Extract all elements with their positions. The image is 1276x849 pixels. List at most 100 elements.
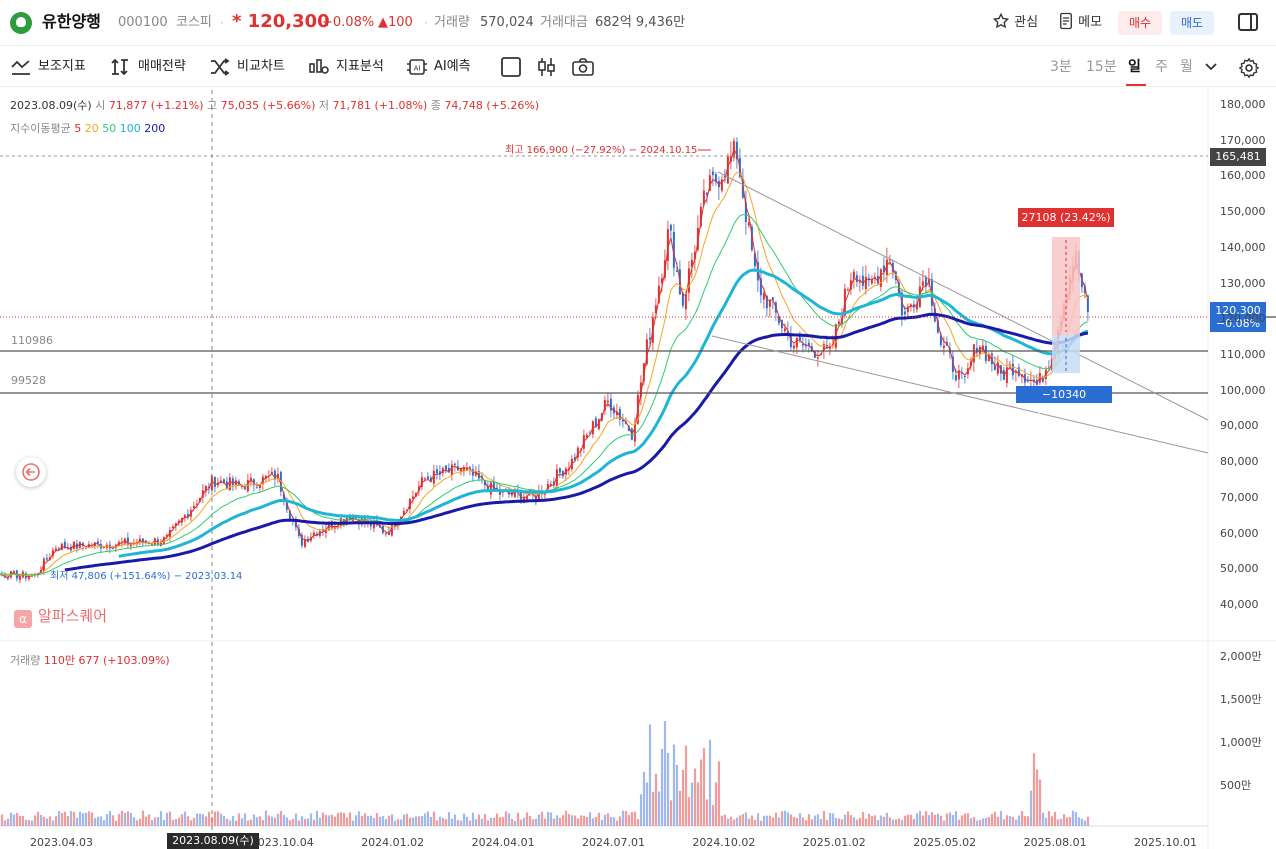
candle-body	[144, 540, 147, 543]
volume-bar	[1077, 817, 1081, 826]
volume-bar	[1038, 779, 1042, 826]
candle-body	[54, 548, 57, 551]
candle-body	[744, 202, 747, 222]
side-panel-toggle-icon[interactable]	[1238, 13, 1258, 31]
candle-body	[846, 289, 849, 291]
compare-tool[interactable]: 비교차트	[209, 57, 299, 77]
volume-bar	[681, 769, 685, 826]
volume-bar	[189, 820, 193, 826]
square-tool-icon[interactable]	[500, 57, 522, 77]
volume-bar	[519, 819, 523, 826]
volume-bar	[18, 815, 22, 826]
ma-legend[interactable]: 지수이동평균 5 20 50 100 200	[10, 123, 165, 135]
y-tick-label: 50,000	[1220, 562, 1259, 576]
volume-bar	[51, 820, 55, 826]
volume-bar	[252, 814, 256, 826]
y-tick-label: 160,000	[1220, 169, 1266, 183]
volume-bar	[762, 815, 766, 826]
candle-type-icon[interactable]	[536, 57, 558, 77]
volume-bar	[753, 819, 757, 826]
candle-body	[141, 538, 144, 543]
volume-bar	[12, 814, 16, 826]
volume-bar	[948, 812, 952, 826]
candle-body	[789, 333, 792, 348]
candle-body	[219, 480, 222, 483]
current-price: * 120,300	[232, 11, 330, 32]
back-arrow-button[interactable]	[16, 457, 46, 487]
volume-bar	[819, 818, 823, 826]
volume-bar	[444, 819, 448, 826]
candle-body	[618, 408, 621, 420]
analysis-tool[interactable]: 지표분석	[308, 57, 398, 77]
candle-body	[1062, 304, 1065, 320]
candle-body	[594, 418, 597, 427]
ai-predict-tool[interactable]: AI AI예측	[406, 57, 490, 77]
candle-body	[657, 285, 660, 304]
chevron-down-icon[interactable]	[1204, 59, 1220, 79]
watch-button[interactable]: 관심	[992, 12, 1038, 34]
period-3min[interactable]: 3분	[1050, 59, 1072, 75]
memo-button[interactable]: 메모	[1058, 12, 1102, 34]
candle-body	[339, 518, 342, 526]
candle-body	[12, 571, 15, 573]
period-day[interactable]: 일	[1128, 59, 1141, 75]
candle-body	[792, 345, 795, 349]
candle-body	[396, 522, 399, 527]
candle-body	[39, 570, 42, 573]
volume-bar	[1056, 819, 1060, 826]
volume-bar	[234, 820, 238, 826]
market-label: 코스피	[176, 15, 212, 30]
candle-body	[216, 482, 219, 486]
volume-bar	[297, 820, 301, 826]
candle-body	[540, 490, 543, 495]
amount-label: 거래대금	[540, 15, 588, 30]
ma5-line	[0, 147, 1089, 579]
volume-bar	[459, 820, 463, 826]
candle-body	[705, 192, 708, 196]
candle-body	[558, 468, 561, 473]
indicator-tool[interactable]: 보조지표	[10, 57, 100, 77]
volume-bar	[984, 817, 988, 826]
volume-bar	[318, 817, 322, 826]
volume-bar	[1005, 815, 1009, 826]
strategy-tool[interactable]: 매매전략	[110, 57, 200, 77]
volume-bar	[687, 797, 691, 826]
candle-body	[324, 528, 327, 534]
period-month[interactable]: 월	[1180, 59, 1193, 75]
volume-bar	[1014, 819, 1018, 826]
volume-bar	[168, 811, 172, 826]
volume-bar	[198, 813, 202, 826]
volume-bar	[384, 819, 388, 826]
camera-icon[interactable]	[572, 57, 594, 77]
candle-body	[885, 259, 888, 275]
candle-body	[687, 268, 690, 293]
volume-bar	[774, 812, 778, 826]
sell-button[interactable]: 매도	[1170, 11, 1214, 35]
volume-bar	[156, 816, 160, 826]
volume-bar	[54, 816, 58, 826]
strategy-icon	[111, 58, 128, 76]
period-week[interactable]: 주	[1155, 59, 1168, 75]
volume-bar	[15, 812, 19, 826]
high-annotation: 최고 166,900 (−27.92%) − 2024.10.15	[505, 145, 698, 156]
volume-bar	[825, 819, 829, 826]
period-15min[interactable]: 15분	[1086, 59, 1117, 75]
volume-bar	[987, 817, 991, 826]
candle-body	[462, 467, 465, 472]
candle-body	[1056, 329, 1059, 350]
low-label: 저	[318, 99, 330, 112]
buy-button[interactable]: 매수	[1118, 11, 1162, 35]
candle-body	[798, 336, 801, 341]
volume-bar	[348, 812, 352, 826]
gear-icon[interactable]	[1238, 57, 1260, 79]
volume-bar	[270, 816, 274, 826]
candle-body	[1032, 379, 1035, 382]
volume-bar	[939, 815, 943, 826]
candle-body	[33, 574, 36, 576]
volume-bar	[495, 813, 499, 826]
stock-name[interactable]: 유한양행	[42, 12, 101, 31]
volume-bar	[0, 814, 4, 826]
volume-bar	[867, 813, 871, 826]
volume-bar	[975, 820, 979, 826]
